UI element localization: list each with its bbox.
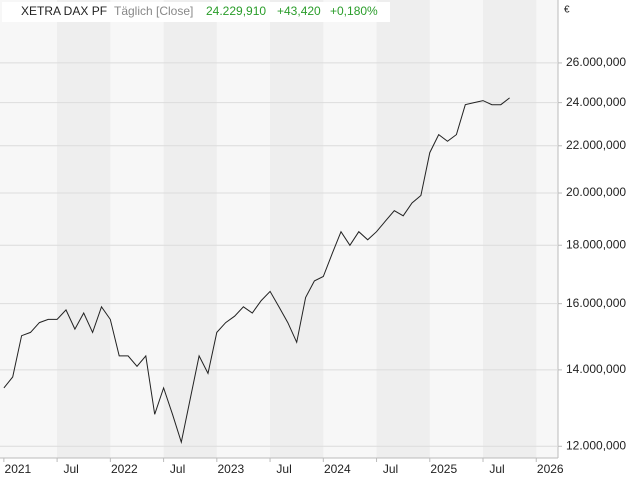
price-line <box>3 97 510 445</box>
x-tick-label: Jul <box>170 462 185 476</box>
y-tick-label: 18.000,000 <box>566 237 626 251</box>
x-tick-label: 2022 <box>111 462 138 476</box>
last-price: 24.229,910 <box>206 4 266 18</box>
currency: € <box>564 5 570 16</box>
y-tick-label: 26.000,000 <box>566 55 626 69</box>
x-band <box>376 0 430 458</box>
x-tick-label: 2025 <box>430 462 457 476</box>
x-tick-label: 2026 <box>537 462 564 476</box>
x-tick-label: 2023 <box>217 462 244 476</box>
chart-title: XETRA DAX PF <box>21 4 107 18</box>
chart-subtitle: Täglich [Close] <box>114 4 193 18</box>
y-tick-label: 20.000,000 <box>566 185 626 199</box>
header-background <box>2 2 390 22</box>
y-tick-label: 16.000,000 <box>566 296 626 310</box>
x-tick-label: Jul <box>383 462 398 476</box>
change: +43,420 <box>277 4 321 18</box>
y-tick-label: 12.000,000 <box>566 438 626 452</box>
y-tick-label: 14.000,000 <box>566 362 626 376</box>
x-tick-label: 2021 <box>5 462 32 476</box>
x-band <box>163 0 217 458</box>
change-percent: +0,180% <box>330 4 378 18</box>
y-tick-label: 24.000,000 <box>566 95 626 109</box>
x-tick-label: 2024 <box>324 462 351 476</box>
x-tick-label: Jul <box>489 462 504 476</box>
y-tick-label: 22.000,000 <box>566 138 626 152</box>
x-band <box>270 0 324 458</box>
x-band <box>57 0 111 458</box>
x-tick-label: Jul <box>63 462 78 476</box>
x-band <box>483 0 537 458</box>
x-tick-label: Jul <box>276 462 291 476</box>
